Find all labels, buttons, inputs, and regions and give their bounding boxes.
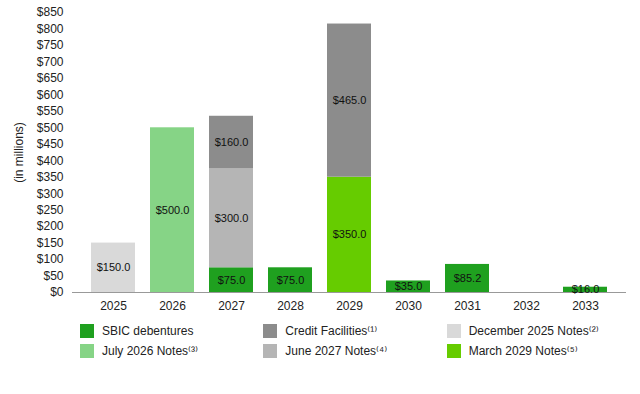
svg-text:$75.0: $75.0 <box>218 274 246 286</box>
svg-text:$300.0: $300.0 <box>215 212 249 224</box>
svg-text:$550: $550 <box>37 104 64 118</box>
html-text:SBIC debentures: SBIC debentures <box>102 324 194 338</box>
svg-text:$150: $150 <box>37 236 64 250</box>
html-text:March 2029 Notes⁽⁵⁾: March 2029 Notes⁽⁵⁾ <box>468 344 578 358</box>
html-text:June 2027 Notes⁽⁴⁾: June 2027 Notes⁽⁴⁾ <box>285 344 388 358</box>
svg-text:$50: $50 <box>43 269 63 283</box>
svg-text:$750: $750 <box>37 38 64 52</box>
html-text:Credit Facilities⁽¹⁾: Credit Facilities⁽¹⁾ <box>285 324 378 338</box>
svg-text:2025: 2025 <box>100 299 127 313</box>
svg-text:$150.0: $150.0 <box>97 261 131 273</box>
svg-text:$500.0: $500.0 <box>156 204 190 216</box>
svg-text:$160.0: $160.0 <box>215 136 249 148</box>
svg-text:$350.0: $350.0 <box>333 228 367 240</box>
svg-text:$450: $450 <box>37 137 64 151</box>
svg-text:$600: $600 <box>37 88 64 102</box>
svg-text:$700: $700 <box>37 55 64 69</box>
svg-text:$500: $500 <box>37 121 64 135</box>
svg-text:$250: $250 <box>37 203 64 217</box>
svg-text:2032: 2032 <box>513 299 540 313</box>
svg-text:$35.0: $35.0 <box>395 280 423 292</box>
svg-text:$350: $350 <box>37 170 64 184</box>
svg-text:2033: 2033 <box>572 299 599 313</box>
svg-text:$400: $400 <box>37 154 64 168</box>
svg-text:$200: $200 <box>37 219 64 233</box>
svg-text:$465.0: $465.0 <box>333 94 367 106</box>
svg-text:2026: 2026 <box>159 299 186 313</box>
svg-text:2030: 2030 <box>395 299 422 313</box>
svg-text:(in millions): (in millions) <box>12 122 26 183</box>
svg-text:$0: $0 <box>50 285 64 299</box>
html-text:July 2026 Notes⁽³⁾: July 2026 Notes⁽³⁾ <box>102 344 198 358</box>
svg-text:2028: 2028 <box>277 299 304 313</box>
svg-text:$300: $300 <box>37 187 64 201</box>
html-text:December 2025 Notes⁽²⁾: December 2025 Notes⁽²⁾ <box>468 324 599 338</box>
svg-text:2029: 2029 <box>336 299 363 313</box>
svg-text:$800: $800 <box>37 22 64 36</box>
svg-text:$650: $650 <box>37 71 64 85</box>
svg-text:$85.2: $85.2 <box>454 272 482 284</box>
svg-text:2027: 2027 <box>218 299 245 313</box>
svg-text:$850: $850 <box>37 5 64 19</box>
svg-text:$100: $100 <box>37 252 64 266</box>
svg-text:$16.0: $16.0 <box>572 283 600 295</box>
svg-text:$75.0: $75.0 <box>277 274 305 286</box>
svg-text:2031: 2031 <box>454 299 481 313</box>
